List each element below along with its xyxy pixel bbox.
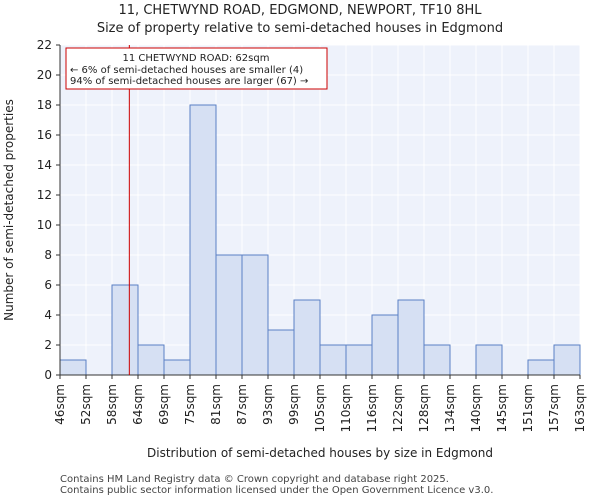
bar-58sqm [111, 284, 139, 376]
x-tick-label: 46sqm [53, 384, 67, 425]
footer-copyright: Contains HM Land Registry data © Crown c… [60, 474, 449, 485]
x-tick-label: 145sqm [495, 384, 509, 432]
bar-87sqm [241, 254, 269, 376]
footer-licence: Contains public sector information licen… [60, 485, 494, 496]
x-tick-label: 110sqm [339, 384, 353, 432]
x-tick-label: 75sqm [183, 384, 197, 425]
x-tick-label: 64sqm [131, 384, 145, 425]
chart-subtitle: Size of property relative to semi-detach… [96, 21, 504, 36]
y-tick-label: 12 [37, 188, 52, 202]
bar-46sqm [59, 359, 87, 376]
annotation-box [65, 47, 328, 90]
bar-128sqm [423, 344, 451, 376]
bar-116sqm [371, 314, 399, 376]
bar-69sqm [163, 359, 191, 376]
annotation-line-3: 94% of semi-detached houses are larger (… [70, 76, 308, 87]
bar-140sqm [475, 344, 503, 376]
x-tick-label: 105sqm [313, 384, 327, 432]
bar-64sqm [137, 344, 165, 376]
annotation-line-2: ← 6% of semi-detached houses are smaller… [70, 65, 303, 76]
bars [59, 104, 581, 376]
x-tick-label: 87sqm [235, 384, 249, 425]
bar-105sqm [319, 344, 347, 376]
x-tick-label: 93sqm [261, 384, 275, 425]
bar-157sqm [553, 344, 581, 376]
y-tick-label: 10 [37, 218, 52, 232]
y-tick-label: 2 [44, 338, 52, 352]
y-tick-label: 6 [44, 278, 52, 292]
x-tick-label: 163sqm [573, 384, 587, 432]
x-tick-label: 52sqm [79, 384, 93, 425]
x-tick-labels: 46sqm 52sqm 58sqm 64sqm 69sqm 75sqm 81sqm 87sqm… [53, 375, 587, 432]
y-tick-label: 22 [37, 38, 52, 52]
y-tick-labels: 0 2 4 6 8 10 12 14 16 18 20 22 [37, 38, 60, 382]
x-tick-label: 157sqm [547, 384, 561, 432]
x-tick-label: 116sqm [365, 384, 379, 432]
x-axis-label: Distribution of semi-detached houses by … [147, 446, 493, 460]
bar-110sqm [345, 344, 373, 376]
annotation-line-1: 11 CHETWYND ROAD: 62sqm [123, 53, 270, 64]
bar-93sqm [267, 329, 295, 376]
bar-151sqm [527, 359, 555, 376]
x-tick-label: 140sqm [469, 384, 483, 432]
bar-81sqm [215, 254, 243, 376]
x-tick-label: 134sqm [443, 384, 457, 432]
y-tick-label: 8 [44, 248, 52, 262]
y-tick-label: 14 [37, 158, 52, 172]
x-tick-label: 58sqm [105, 384, 119, 425]
x-tick-label: 99sqm [287, 384, 301, 425]
y-tick-label: 4 [44, 308, 52, 322]
bar-99sqm [293, 299, 321, 376]
grid-lines [59, 44, 581, 376]
x-tick-label: 151sqm [521, 384, 535, 432]
x-tick-label: 122sqm [391, 384, 405, 432]
x-tick-label: 128sqm [417, 384, 431, 432]
y-tick-label: 20 [37, 68, 52, 82]
bar-122sqm [397, 299, 425, 376]
x-tick-label: 81sqm [209, 384, 223, 425]
chart-title: 11, CHETWYND ROAD, EDGMOND, NEWPORT, TF1… [118, 3, 482, 18]
y-tick-label: 16 [37, 128, 52, 142]
y-tick-label: 0 [44, 368, 52, 382]
y-tick-label: 18 [37, 98, 52, 112]
bar-75sqm [189, 104, 217, 376]
y-axis-label: Number of semi-detached properties [2, 99, 16, 321]
x-tick-label: 69sqm [157, 384, 171, 425]
